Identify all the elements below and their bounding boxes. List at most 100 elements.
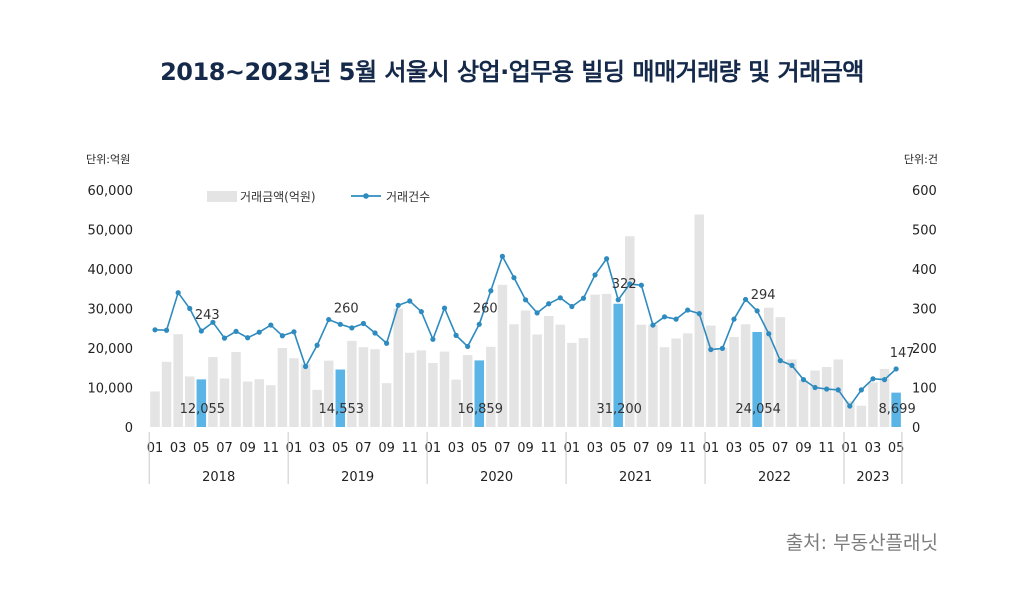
bar [509, 324, 519, 427]
line-point [638, 282, 644, 288]
bar [706, 325, 716, 427]
month-tick-label: 05 [332, 441, 349, 456]
month-tick-label: 01 [425, 441, 442, 456]
bar [567, 342, 577, 427]
month-tick-label: 09 [517, 441, 534, 456]
month-tick-label: 07 [772, 441, 789, 456]
bar-highlight [891, 392, 901, 427]
line-point [499, 253, 505, 259]
line-point [418, 309, 424, 315]
line-point [360, 320, 367, 327]
bar [370, 349, 380, 427]
year-label: 2021 [619, 470, 652, 485]
bar [405, 352, 415, 427]
month-tick-label: 01 [842, 441, 859, 456]
line-point [337, 321, 343, 327]
line-point [187, 305, 193, 312]
line-point [592, 272, 598, 278]
month-tick-label: 01 [703, 441, 720, 456]
bar [300, 363, 311, 427]
bar [173, 334, 183, 427]
right-tick-label: 100 [912, 382, 937, 397]
line-point [465, 343, 471, 350]
bar [543, 316, 554, 427]
x-axis: 01 03 05 07 09 11 01 03 05 07 09 11 01 03 05 07 09 11 01 03… [147, 432, 904, 485]
source-credit: 출처: 부동산플래닛 [785, 532, 938, 554]
month-tick-label: 05 [749, 441, 766, 456]
legend-line-marker [363, 193, 369, 199]
month-tick-label: 05 [471, 441, 488, 456]
line-point [268, 322, 274, 328]
line-point [800, 377, 807, 383]
month-tick-label: 09 [239, 441, 256, 456]
bar [775, 317, 786, 427]
line-point [685, 307, 691, 313]
bar [787, 359, 797, 427]
legend-line-label: 거래건수 [386, 190, 430, 204]
right-tick-label: 0 [912, 421, 920, 436]
month-tick-label: 03 [726, 441, 743, 456]
line-point [175, 290, 181, 296]
bar-series [150, 214, 901, 428]
month-tick-label: 11 [401, 441, 418, 456]
line-point [673, 316, 679, 322]
bar [833, 359, 843, 427]
year-label: 2018 [202, 470, 235, 485]
left-tick-label: 30,000 [88, 303, 134, 318]
line-point [615, 297, 621, 303]
bar [845, 401, 855, 427]
bar [648, 324, 658, 427]
bar [323, 360, 334, 427]
month-tick-label: 03 [587, 441, 604, 456]
month-tick-label: 09 [656, 441, 673, 456]
line-point [302, 363, 309, 370]
bar [289, 358, 299, 427]
line-point [163, 327, 170, 333]
line-point [407, 298, 413, 304]
month-tick-label: 03 [170, 441, 187, 456]
line-point [430, 336, 436, 342]
line-value-label: 260 [334, 301, 359, 316]
bar-highlight [335, 369, 346, 427]
bar [231, 351, 241, 427]
line-point [580, 295, 587, 301]
bar [601, 293, 612, 427]
line-point [777, 358, 783, 364]
bar [312, 389, 322, 427]
left-tick-label: 40,000 [88, 263, 134, 278]
line-point [742, 296, 749, 303]
bar [671, 338, 681, 427]
bar-highlight [474, 360, 484, 427]
bar [347, 340, 357, 427]
bar [555, 324, 566, 427]
line-point [766, 331, 772, 337]
line-point [847, 403, 853, 409]
month-tick-label: 11 [818, 441, 835, 456]
line-point [627, 281, 633, 287]
bar [184, 376, 195, 427]
line-point [881, 377, 888, 383]
line-point [314, 342, 320, 348]
legend-bar-swatch [207, 191, 237, 202]
line-point [604, 256, 610, 262]
bar [590, 294, 600, 427]
bar [659, 347, 670, 427]
bar [729, 336, 739, 427]
line-point [835, 387, 841, 393]
bar-highlight [196, 379, 207, 427]
line-point [488, 288, 494, 294]
line-point [754, 308, 760, 314]
line-point [256, 329, 262, 335]
line-point [372, 330, 378, 336]
month-tick-label: 07 [494, 441, 511, 456]
bar [879, 368, 890, 427]
left-tick-label: 20,000 [88, 342, 134, 357]
line-point [696, 311, 702, 317]
month-tick-label: 11 [679, 441, 696, 456]
bar [486, 346, 496, 427]
line-point [858, 387, 864, 393]
legend-bar-label: 거래금액(억원) [240, 190, 316, 204]
bar [416, 350, 427, 427]
bar [219, 378, 230, 427]
